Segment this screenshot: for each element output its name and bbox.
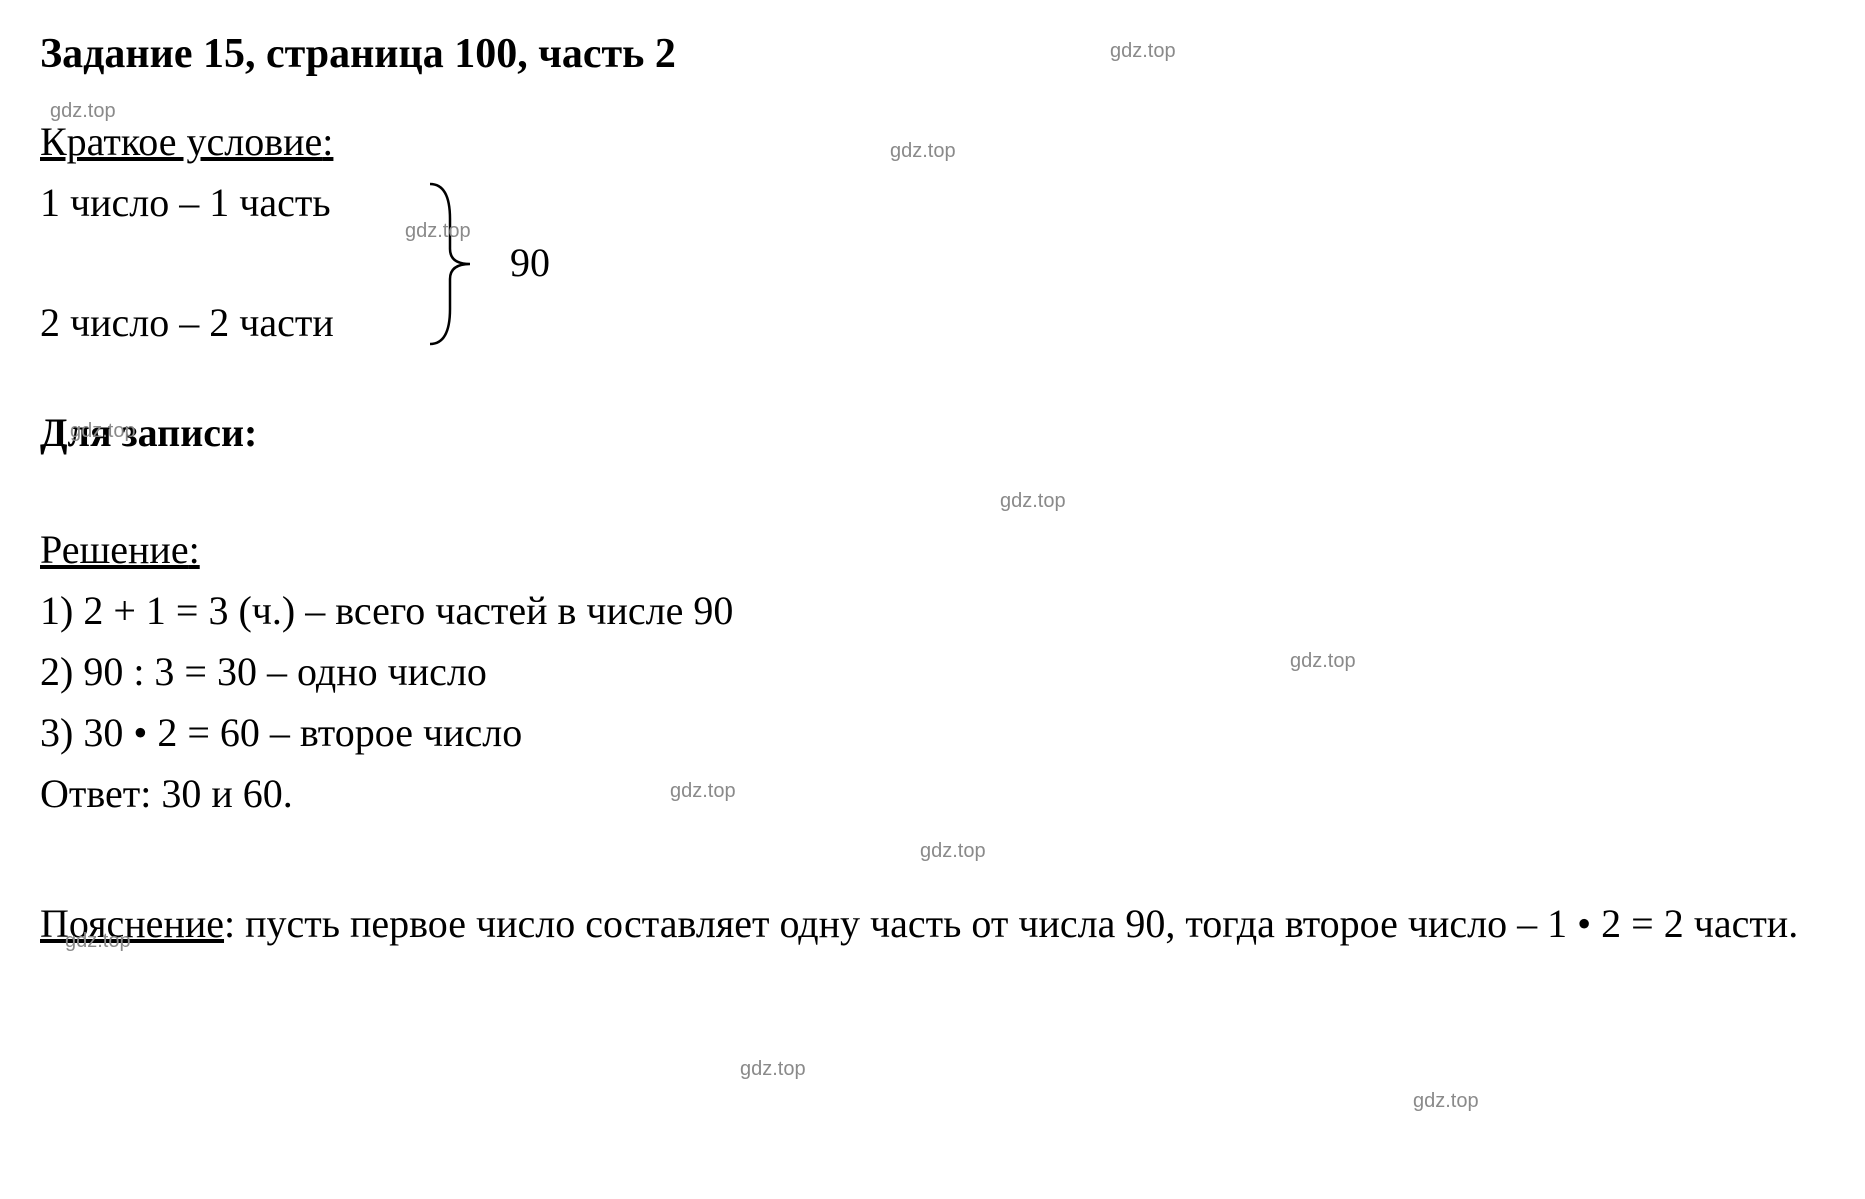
solution-answer: Ответ: 30 и 60.: [40, 770, 1825, 817]
condition-block: 1 число – 1 часть 2 число – 2 части 90: [40, 179, 1825, 359]
solution-step-3: 3) 30 • 2 = 60 – второе число: [40, 709, 1825, 756]
watermark-text: gdz.top: [405, 220, 471, 243]
watermark-text: gdz.top: [70, 420, 136, 443]
watermark-text: gdz.top: [890, 140, 956, 163]
watermark-text: gdz.top: [1110, 40, 1176, 63]
condition-line-2: 2 число – 2 части: [40, 299, 334, 346]
brace-value: 90: [510, 239, 550, 286]
solution-label: Решение:: [40, 526, 1825, 573]
task-heading: Задание 15, страница 100, часть 2: [40, 30, 1825, 78]
watermark-text: gdz.top: [920, 840, 986, 863]
explanation-text: : пусть первое число составляет одну час…: [224, 901, 1798, 946]
explanation-section: Пояснение: пусть первое число составляет…: [40, 897, 1825, 951]
solution-section: Решение: 1) 2 + 1 = 3 (ч.) – всего часте…: [40, 526, 1825, 817]
watermark-text: gdz.top: [1413, 1090, 1479, 1113]
watermark-text: gdz.top: [1000, 490, 1066, 513]
condition-line-1: 1 число – 1 часть: [40, 179, 331, 226]
watermark-text: gdz.top: [65, 930, 131, 953]
condition-label-text: Краткое условие: [40, 119, 322, 164]
record-label: Для записи:: [40, 409, 1825, 456]
brace-icon: [420, 174, 500, 354]
watermark-text: gdz.top: [740, 1058, 806, 1081]
watermark-text: gdz.top: [50, 100, 116, 123]
solution-step-2: 2) 90 : 3 = 30 – одно число: [40, 648, 1825, 695]
solution-label-text: Решение: [40, 527, 189, 572]
solution-step-1: 1) 2 + 1 = 3 (ч.) – всего частей в числе…: [40, 587, 1825, 634]
watermark-text: gdz.top: [670, 780, 736, 803]
watermark-text: gdz.top: [1290, 650, 1356, 673]
